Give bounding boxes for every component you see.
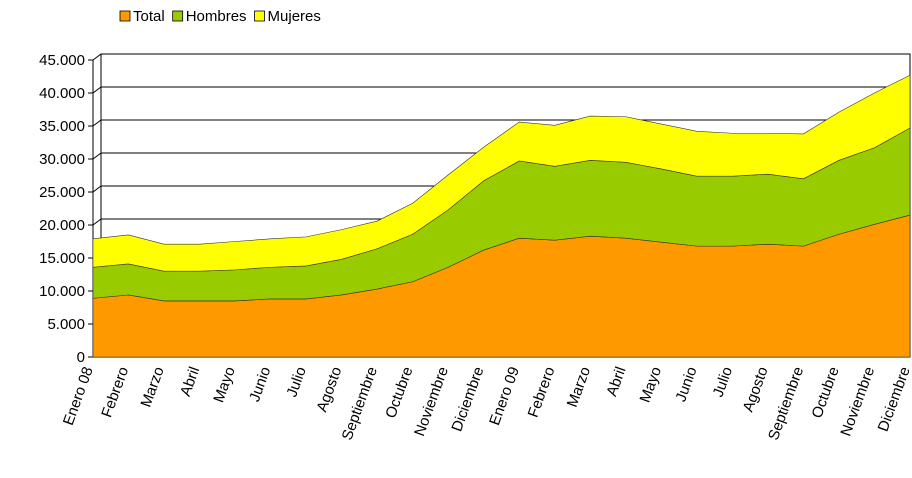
x-tick-label: Febrero <box>98 365 132 420</box>
x-tick-label: Mayo <box>637 365 666 405</box>
x-tick-label: Marzo <box>138 365 168 410</box>
x-tick-label: Enero 09 <box>486 365 523 428</box>
legend-swatch <box>254 10 265 22</box>
x-tick-label: Abril <box>603 365 629 399</box>
grid-diag <box>92 152 102 160</box>
legend-label: Mujeres <box>268 8 321 25</box>
grid-diag <box>92 86 102 94</box>
legend-swatch <box>172 10 184 22</box>
y-tick-label: 20.000 <box>39 217 85 234</box>
x-tick-label: Diciembre <box>875 365 912 434</box>
y-tick-label: 5.000 <box>47 316 85 333</box>
area <box>92 74 911 272</box>
x-tick-label: Diciembre <box>448 365 487 434</box>
y-tick-label: 15.000 <box>39 250 85 267</box>
y-tick-label: 30.000 <box>39 151 85 168</box>
x-tick-label: Abril <box>177 365 203 399</box>
y-tick-label: 35.000 <box>39 118 85 135</box>
legend-label: Hombres <box>186 8 247 25</box>
grid-diag <box>92 218 102 226</box>
x-tick-label: Junio <box>246 365 274 405</box>
y-tick-label: 40.000 <box>39 85 85 102</box>
y-tick-label: 25.000 <box>39 184 85 201</box>
grid-diag <box>92 53 102 61</box>
legend-swatch <box>119 10 131 22</box>
x-tick-label: Julio <box>710 365 737 400</box>
x-tick-label: Julio <box>283 365 310 400</box>
x-tick-label: Noviembre <box>837 365 878 439</box>
x-tick-label: Agosto <box>313 365 345 415</box>
grid-diag <box>92 119 102 127</box>
x-tick-label: Marzo <box>564 365 594 410</box>
x-tick-label: Septiembre <box>339 365 381 443</box>
grid-diag <box>92 185 102 193</box>
y-tick-label: 45.000 <box>39 52 85 69</box>
x-tick-label: Enero 08 <box>60 365 97 428</box>
x-tick-label: Octubre <box>382 365 416 421</box>
x-tick-label: Junio <box>672 365 700 405</box>
x-tick-label: Septiembre <box>765 365 807 443</box>
y-tick-label: 0 <box>77 349 85 366</box>
x-tick-label: Agosto <box>740 365 772 415</box>
y-tick-label: 10.000 <box>39 283 85 300</box>
x-tick-label: Febrero <box>525 365 559 420</box>
x-tick-label: Noviembre <box>411 365 452 439</box>
x-tick-label: Octubre <box>808 365 842 421</box>
legend-label: Total <box>133 8 165 25</box>
x-tick-label: Mayo <box>210 365 239 405</box>
